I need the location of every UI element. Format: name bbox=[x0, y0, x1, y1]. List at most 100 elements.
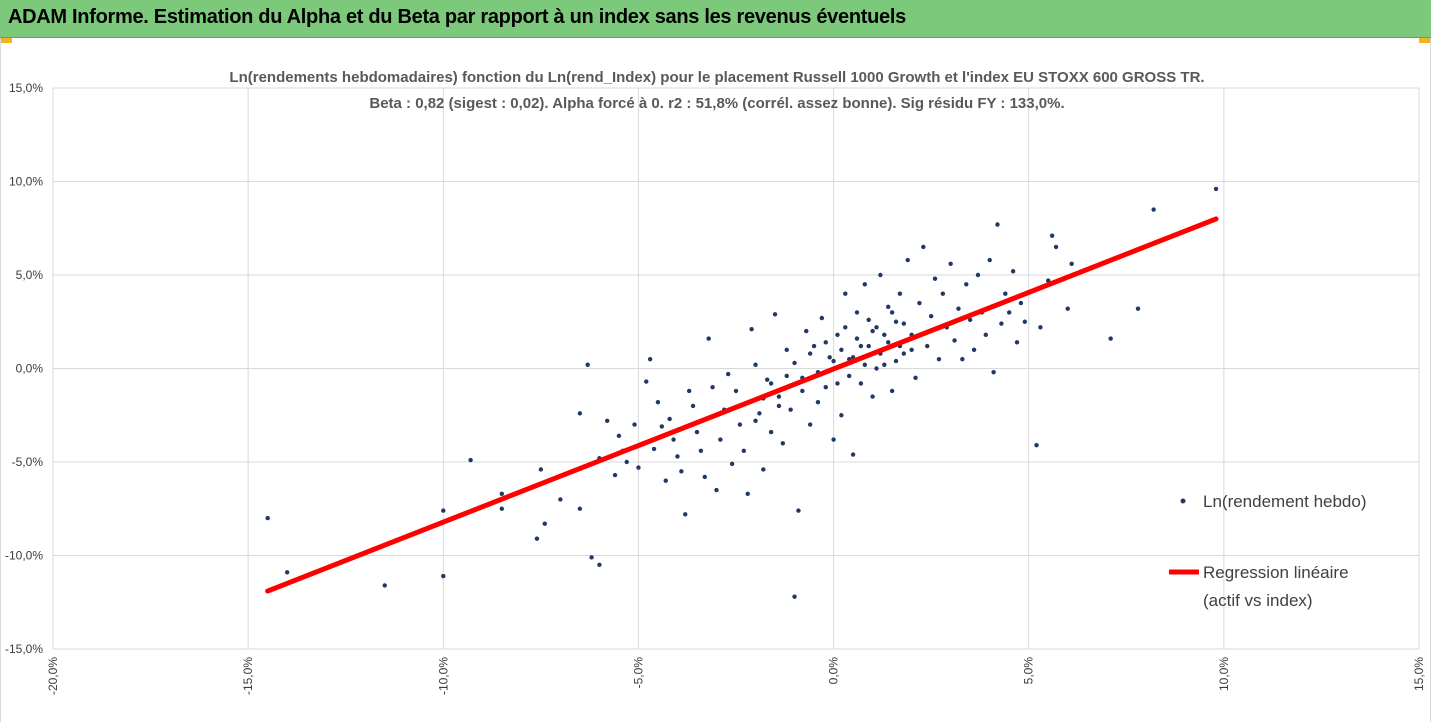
scatter-point bbox=[675, 454, 680, 459]
scatter-point bbox=[991, 370, 996, 375]
scatter-point bbox=[800, 388, 805, 394]
scatter-point bbox=[1053, 244, 1059, 250]
scatter-point bbox=[636, 465, 641, 470]
scatter-point bbox=[659, 424, 665, 429]
scatter-point bbox=[936, 356, 942, 362]
scatter-point bbox=[866, 317, 871, 323]
scatter-point bbox=[1065, 306, 1070, 311]
scatter-point bbox=[647, 356, 653, 362]
scatter-point bbox=[589, 555, 594, 560]
scatter-point bbox=[585, 362, 590, 367]
regression-line-group bbox=[265, 216, 1219, 594]
scatter-point bbox=[975, 272, 981, 278]
scatter-point bbox=[870, 328, 875, 334]
scatter-point bbox=[784, 373, 789, 379]
scatter-point bbox=[745, 491, 750, 496]
scatter-point bbox=[874, 325, 879, 330]
scatter-point bbox=[874, 366, 879, 371]
scatter-point bbox=[882, 332, 887, 338]
x-tick-label: 0,0% bbox=[827, 657, 841, 685]
y-tick-label: -5,0% bbox=[12, 455, 44, 469]
scatter-point bbox=[663, 478, 668, 483]
scatter-point bbox=[964, 282, 969, 287]
scatter-point bbox=[858, 381, 864, 386]
scatter-point bbox=[683, 512, 688, 517]
scatter-point bbox=[706, 336, 711, 341]
scatter-point bbox=[1135, 306, 1141, 311]
scatter-point bbox=[1014, 340, 1020, 345]
legend-marker-scatter bbox=[1180, 498, 1186, 504]
scatter-point bbox=[878, 272, 883, 278]
scatter-point bbox=[1010, 269, 1016, 274]
scatter-point bbox=[1069, 261, 1074, 266]
scatter-point bbox=[753, 418, 758, 424]
tick-labels: -20,0% -15,0% -10,0% -5,0% 0,0% 5,0% 10,0% 15,0… bbox=[5, 81, 1426, 695]
scatter-point bbox=[776, 403, 782, 409]
scatter-point bbox=[835, 381, 840, 386]
x-tick-label: 5,0% bbox=[1022, 657, 1036, 685]
scatter-point bbox=[952, 338, 957, 343]
scatter-point bbox=[815, 399, 821, 405]
scatter-point bbox=[534, 536, 540, 541]
data-points bbox=[265, 186, 1219, 599]
scatter-point bbox=[788, 407, 793, 412]
scatter-point bbox=[967, 317, 973, 323]
scatter-point bbox=[382, 583, 387, 588]
scatter-point bbox=[1038, 325, 1043, 330]
scatter-point bbox=[854, 336, 860, 341]
scatter-point bbox=[956, 306, 961, 311]
scatter-point bbox=[632, 422, 637, 427]
legend-label-scatter: Ln(rendement hebdo) bbox=[1203, 492, 1367, 511]
scatter-point bbox=[846, 373, 852, 379]
scatter-point bbox=[694, 429, 700, 435]
scatter-point bbox=[765, 377, 770, 382]
scatter-point bbox=[1151, 207, 1156, 212]
scatter-point bbox=[932, 276, 938, 281]
scatter-point bbox=[807, 351, 813, 356]
scatter-point bbox=[651, 446, 657, 452]
scatter-point bbox=[960, 356, 965, 362]
scatter-point bbox=[710, 385, 715, 390]
scatter-point bbox=[804, 328, 809, 334]
scatter-point bbox=[940, 291, 946, 296]
scatter-point bbox=[679, 469, 684, 474]
chart-title: Ln(rendements hebdomadaires) fonction du… bbox=[229, 69, 1204, 86]
scatter-point bbox=[1022, 319, 1028, 324]
scatter-point bbox=[597, 562, 602, 568]
scatter-point bbox=[1108, 336, 1113, 341]
scatter-point bbox=[893, 319, 899, 324]
legend-label-regression-1: Regression linéaire bbox=[1203, 563, 1349, 582]
scatter-point bbox=[928, 313, 934, 319]
scatter-point bbox=[917, 300, 922, 306]
chart-area: -20,0% -15,0% -10,0% -5,0% 0,0% 5,0% 10,0% 15,0… bbox=[0, 38, 1431, 722]
scatter-point bbox=[698, 448, 704, 453]
scatter-point bbox=[905, 257, 910, 263]
scatter-point bbox=[1034, 442, 1039, 448]
scatter-point bbox=[889, 388, 895, 394]
x-tick-label: -15,0% bbox=[241, 657, 255, 695]
scatter-point bbox=[921, 244, 926, 250]
scatter-point bbox=[792, 594, 797, 599]
scatter-point bbox=[718, 437, 723, 442]
scatter-point bbox=[889, 310, 895, 315]
scatter-point bbox=[644, 379, 649, 384]
scatter-point bbox=[835, 332, 840, 338]
scatter-point bbox=[690, 403, 696, 409]
scatter-point bbox=[995, 222, 1000, 227]
scatter-point bbox=[827, 355, 832, 360]
scatter-point bbox=[983, 332, 988, 338]
scatter-point bbox=[897, 291, 903, 296]
scatter-point bbox=[542, 521, 547, 526]
scatter-point bbox=[733, 388, 739, 394]
scatter-point bbox=[913, 375, 918, 381]
scatter-point bbox=[807, 422, 813, 427]
x-tick-label: 15,0% bbox=[1412, 657, 1426, 691]
regression-line bbox=[265, 216, 1219, 594]
scatter-point bbox=[862, 282, 867, 287]
scatter-point bbox=[749, 327, 754, 332]
scatter-point bbox=[999, 321, 1004, 326]
scatter-point bbox=[667, 416, 672, 422]
scatter-point bbox=[741, 448, 747, 453]
scatter-point bbox=[558, 497, 563, 502]
scatter-chart: -20,0% -15,0% -10,0% -5,0% 0,0% 5,0% 10,0% 15,0… bbox=[5, 69, 1426, 695]
